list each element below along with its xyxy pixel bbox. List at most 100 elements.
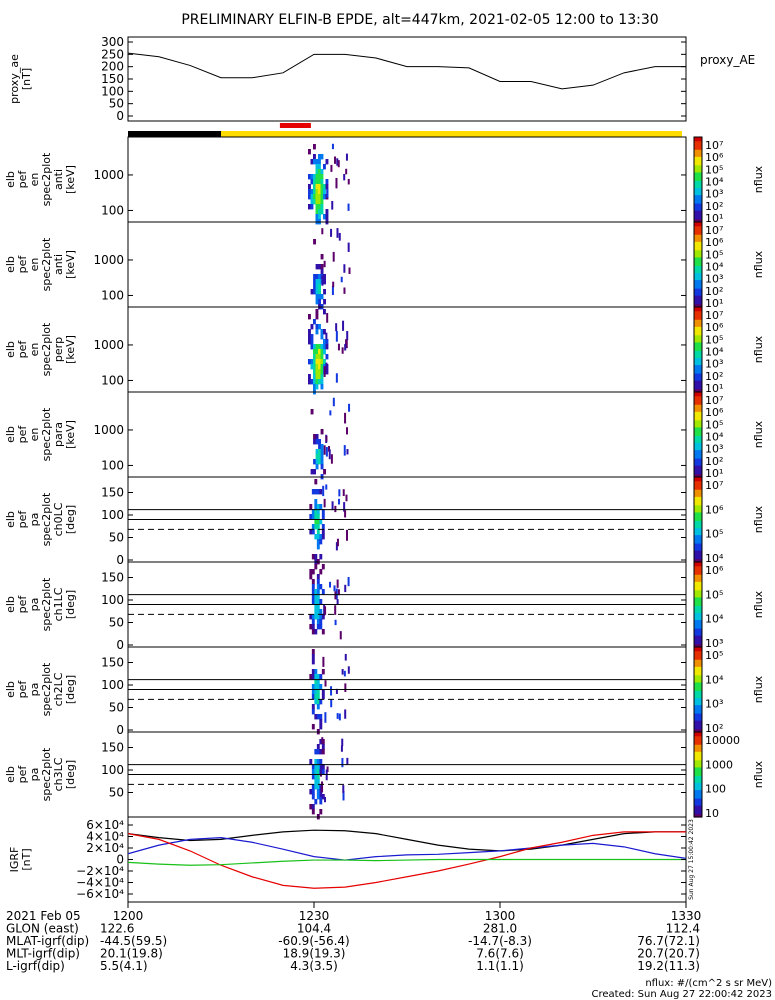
colorbar-cell xyxy=(694,503,702,506)
colorbar-label: 10⁴ xyxy=(705,261,724,274)
table-cell: 281.0 xyxy=(483,922,517,936)
spec-cell xyxy=(348,403,351,412)
spec-cell xyxy=(344,510,347,518)
colorbar-cell xyxy=(694,353,702,356)
spec-cell xyxy=(314,679,318,685)
spec-cell xyxy=(330,454,333,464)
spec-cell xyxy=(314,769,318,775)
colorbar-cell xyxy=(694,736,702,739)
colorbar-cell xyxy=(694,678,702,681)
colorbar-cell xyxy=(694,271,702,274)
colorbar-cell xyxy=(694,754,702,757)
ytick-label: 100 xyxy=(101,458,124,472)
spec-cell xyxy=(308,189,311,195)
colorbar-cell xyxy=(694,661,702,664)
colorbar-cell xyxy=(694,597,702,600)
spec-cell xyxy=(309,614,313,620)
spec-cell xyxy=(313,379,316,385)
spec-cell xyxy=(334,619,337,626)
colorbar-cell xyxy=(694,690,702,693)
colorbar-cell xyxy=(694,662,702,665)
colorbar-cell xyxy=(694,590,702,593)
colorbar-cell xyxy=(694,719,702,722)
ylabel-line: elb xyxy=(4,766,17,783)
spec-cell xyxy=(316,594,320,600)
proxy-ae-panel: proxy_AE xyxy=(127,36,755,122)
colorbar-cell xyxy=(694,280,702,283)
spec-cell xyxy=(338,713,341,721)
colorbar-cell xyxy=(694,603,702,606)
spec-cell xyxy=(319,739,323,745)
colorbar-cell xyxy=(694,505,702,508)
colorbar-cell xyxy=(694,649,702,652)
colorbar-cell xyxy=(694,506,702,509)
colorbar-cell xyxy=(694,413,702,416)
colorbar-cell xyxy=(694,485,702,488)
spec-cell xyxy=(318,439,321,445)
colorbar-cell xyxy=(694,794,702,797)
colorbar-cell xyxy=(694,498,702,501)
colorbar-cell xyxy=(694,275,702,278)
colorbar-cell xyxy=(694,358,702,361)
colorbar-cell xyxy=(694,383,702,386)
colorbar-cell xyxy=(694,223,702,226)
spec-cell xyxy=(318,194,321,200)
spec-cell xyxy=(318,454,321,460)
spec-cell xyxy=(313,189,316,195)
pa_ch0-yticks: 150 100 50 0 xyxy=(101,486,686,567)
panel-frame xyxy=(127,136,687,223)
colorbar-cell xyxy=(694,287,702,290)
spec-cell xyxy=(316,794,320,800)
colorbar-cell xyxy=(694,146,702,149)
colorbar-label: 10⁷ xyxy=(705,479,723,492)
spec-cell xyxy=(318,324,321,330)
colorbar-cell xyxy=(694,154,702,157)
spec-cell xyxy=(325,159,329,165)
colorbar-cell xyxy=(694,723,702,726)
spec-cell xyxy=(319,504,323,510)
spec-cell xyxy=(342,320,345,331)
spec-cell xyxy=(316,544,320,550)
colorbar-cell xyxy=(694,788,702,791)
spec-cell xyxy=(346,529,349,541)
spec-cell xyxy=(344,412,347,424)
colorbar-cell xyxy=(694,509,702,512)
colorbar-cell xyxy=(694,613,702,616)
colorbar-label: 10³ xyxy=(705,188,723,201)
ylabel-line: pef xyxy=(16,765,29,784)
ytick-label: 150 xyxy=(101,741,124,755)
spec-cell xyxy=(313,319,316,325)
colorbar-cell xyxy=(694,511,702,514)
spec-cell xyxy=(323,498,326,508)
colorbar-cell xyxy=(694,491,702,494)
colorbar-cell xyxy=(694,533,702,536)
colorbar-cell xyxy=(694,746,702,749)
spec-cell xyxy=(314,514,318,520)
colorbar-cell xyxy=(694,234,702,237)
colorbar-cell xyxy=(694,654,702,657)
spec-cell xyxy=(316,779,320,785)
spec-cell xyxy=(316,529,320,535)
ylabel-line: [deg] xyxy=(64,505,77,534)
spec-cell xyxy=(315,214,319,220)
colorbar-cell xyxy=(694,410,702,413)
spec-cell xyxy=(318,379,321,385)
en_perp_hi-ylabel: elb pef en spec2plot anti [keV] xyxy=(4,237,77,291)
spec-cell xyxy=(311,769,315,775)
colorbar-cell xyxy=(694,401,702,404)
spec-cell xyxy=(323,469,326,475)
colorbar-cell xyxy=(694,175,702,178)
colorbar-cell xyxy=(694,435,702,438)
ytick-label: 0 xyxy=(116,109,124,123)
colorbar-cell xyxy=(694,282,702,285)
colorbar-cell xyxy=(694,246,702,249)
colorbar-cell xyxy=(694,263,702,266)
en_perp_hi-yticks: 1000 100 xyxy=(93,253,686,302)
colorbar-cell xyxy=(694,356,702,359)
colorbar-cell xyxy=(694,183,702,186)
colorbar-cell xyxy=(694,802,702,805)
spec-cell xyxy=(346,449,349,455)
ytick-label: 2×10⁴ xyxy=(86,841,124,855)
colorbar-cell xyxy=(694,488,702,491)
colorbar-cell xyxy=(694,484,702,487)
